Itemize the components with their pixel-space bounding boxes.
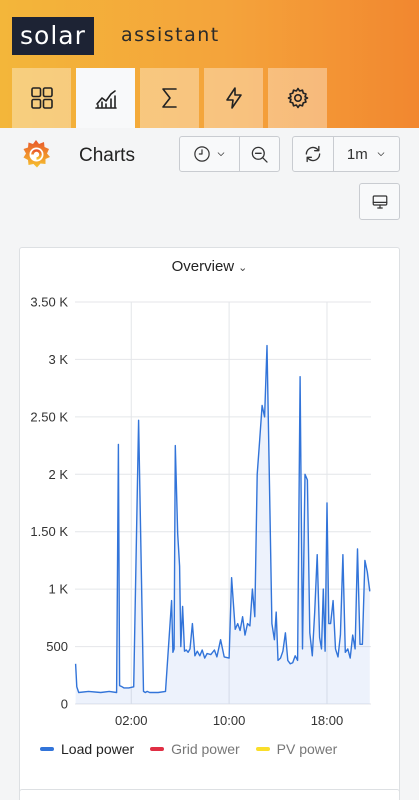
tab-dashboard[interactable] [12, 68, 71, 128]
gear-settings-icon [287, 87, 308, 109]
chevron-down-icon [377, 152, 384, 156]
refresh-group: 1m [292, 136, 400, 172]
panel-title-button[interactable]: Overview ⌄ [20, 258, 399, 275]
y-tick-label: 1.50 K [30, 524, 68, 539]
x-tick-label: 02:00 [115, 713, 148, 728]
chevron-down-icon [217, 152, 225, 156]
tab-charts[interactable] [76, 68, 135, 128]
lightning-power-icon [225, 87, 242, 109]
dashboard-grid-icon [30, 87, 53, 109]
chart-legend: Load power Grid power PV power [40, 741, 337, 757]
legend-swatch [255, 747, 270, 751]
logo-suffix: assistant [121, 24, 220, 46]
chart-panel: Overview ⌄ 0 500 1 K 1.50 K 2 K 2.50 K 3 K 3.50 … [19, 247, 400, 798]
tab-power[interactable] [204, 68, 263, 128]
legend-item[interactable]: PV power [255, 741, 338, 757]
y-tick-label: 2 K [48, 467, 68, 482]
refresh-interval-select[interactable]: 1m [332, 137, 399, 171]
y-tick-label: 3 K [48, 352, 68, 367]
overview-chart[interactable]: 0 500 1 K 1.50 K 2 K 2.50 K 3 K 3.50 K 02:00 10:0… [20, 288, 401, 728]
nav-tabs [12, 68, 327, 128]
legend-swatch [150, 747, 165, 751]
charts-icon [94, 90, 117, 109]
x-tick-label: 10:00 [213, 713, 246, 728]
y-tick-label: 2.50 K [30, 409, 68, 424]
tv-mode-button[interactable] [359, 183, 400, 220]
legend-item[interactable]: Grid power [150, 741, 240, 757]
panel-title: Overview [171, 258, 235, 275]
legend-item[interactable]: Load power [40, 741, 134, 757]
logo[interactable]: solar [12, 17, 94, 55]
time-picker-button[interactable] [180, 137, 239, 171]
grafana-logo-icon [23, 140, 50, 168]
chevron-down-icon: ⌄ [238, 262, 248, 274]
app-header: solar assistant [0, 0, 419, 128]
zoom-out-button[interactable] [239, 137, 279, 171]
tab-settings[interactable] [268, 68, 327, 128]
clock-icon [194, 146, 210, 162]
y-tick-label: 3.50 K [30, 295, 68, 310]
y-tick-label: 1 K [48, 582, 68, 597]
logo-text: solar [20, 21, 86, 50]
page-title: Charts [79, 145, 135, 166]
monitor-icon [372, 194, 387, 209]
refresh-button[interactable] [293, 137, 333, 171]
y-tick-label: 500 [46, 639, 68, 654]
tab-totals[interactable] [140, 68, 199, 128]
zoom-out-icon [251, 146, 268, 163]
legend-label: PV power [276, 741, 338, 757]
series-line-load-power [74, 344, 371, 694]
legend-swatch [40, 747, 54, 751]
charts-toolbar: Charts 1m [0, 128, 419, 238]
sigma-totals-icon [161, 88, 177, 108]
next-panel [19, 789, 400, 800]
legend-label: Grid power [171, 741, 240, 757]
refresh-interval-value: 1m [346, 145, 368, 163]
refresh-icon [305, 145, 321, 163]
y-tick-label: 0 [61, 697, 68, 712]
time-range-group [179, 136, 280, 172]
legend-label: Load power [61, 741, 135, 757]
series-area-0 [75, 345, 370, 704]
x-tick-label: 18:00 [311, 713, 344, 728]
